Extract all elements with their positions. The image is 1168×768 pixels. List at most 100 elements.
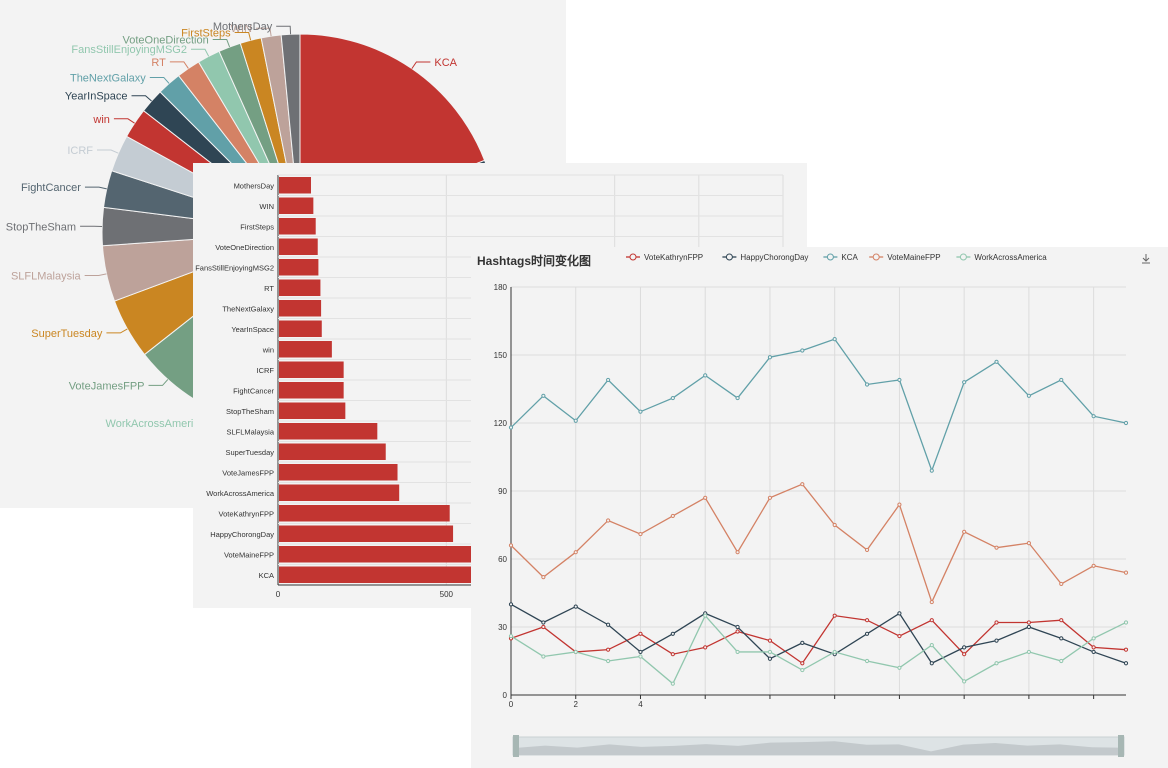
point-kca[interactable] — [735, 395, 740, 401]
point-happychorongday[interactable] — [638, 649, 643, 655]
point-votemainefpp[interactable] — [670, 513, 675, 519]
point-workacrossamerica[interactable] — [994, 661, 999, 666]
point-kca[interactable] — [508, 425, 514, 430]
point-workacrossamerica[interactable] — [1091, 636, 1096, 641]
bar-win[interactable] — [279, 341, 332, 358]
bar-rt[interactable] — [279, 279, 321, 297]
point-votekathrynfpp[interactable] — [703, 645, 708, 650]
point-workacrossamerica[interactable] — [767, 649, 773, 655]
bar-supertuesday[interactable] — [279, 443, 386, 461]
download-icon[interactable] — [1142, 254, 1150, 264]
point-workacrossamerica[interactable] — [897, 665, 902, 670]
point-workacrossamerica[interactable] — [735, 649, 740, 655]
datazoom-handle-right[interactable] — [1118, 735, 1124, 757]
bar-slflmalaysia[interactable] — [279, 423, 378, 440]
point-votemainefpp[interactable] — [1123, 570, 1129, 575]
bar-workacrossamerica[interactable] — [279, 484, 400, 502]
point-kca[interactable] — [800, 348, 805, 353]
legend-marker-votemainefpp[interactable] — [872, 253, 880, 261]
point-workacrossamerica[interactable] — [1026, 649, 1031, 655]
point-kca[interactable] — [703, 373, 708, 378]
bar-stopthesham[interactable] — [279, 402, 346, 420]
point-kca[interactable] — [541, 393, 546, 398]
series-line-votemainefpp[interactable] — [510, 483, 1127, 604]
point-kca[interactable] — [573, 418, 578, 423]
point-votemainefpp[interactable] — [962, 529, 967, 534]
point-votekathrynfpp[interactable] — [638, 631, 643, 636]
point-workacrossamerica[interactable] — [573, 649, 578, 655]
point-kca[interactable] — [1059, 377, 1064, 383]
point-workacrossamerica[interactable] — [800, 667, 805, 673]
point-happychorongday[interactable] — [670, 631, 675, 636]
point-votekathrynfpp[interactable] — [800, 661, 805, 666]
point-workacrossamerica[interactable] — [638, 654, 643, 659]
point-votekathrynfpp[interactable] — [735, 629, 740, 634]
point-votekathrynfpp[interactable] — [929, 618, 934, 623]
point-kca[interactable] — [1091, 414, 1096, 419]
point-votemainefpp[interactable] — [573, 550, 578, 555]
point-votekathrynfpp[interactable] — [832, 613, 837, 618]
point-kca[interactable] — [897, 377, 902, 383]
point-happychorongday[interactable] — [1026, 624, 1031, 630]
point-votekathrynfpp[interactable] — [1091, 645, 1096, 650]
point-happychorongday[interactable] — [1123, 661, 1129, 666]
point-votekathrynfpp[interactable] — [864, 618, 870, 623]
point-votemainefpp[interactable] — [800, 482, 805, 487]
point-happychorongday[interactable] — [897, 611, 902, 616]
point-kca[interactable] — [1123, 420, 1129, 426]
point-votemainefpp[interactable] — [864, 547, 870, 553]
bar-icrf[interactable] — [279, 361, 344, 379]
point-happychorongday[interactable] — [606, 622, 611, 627]
point-happychorongday[interactable] — [541, 620, 546, 625]
point-votekathrynfpp[interactable] — [670, 652, 675, 657]
point-votekathrynfpp[interactable] — [962, 652, 967, 657]
point-kca[interactable] — [929, 468, 934, 473]
point-kca[interactable] — [670, 395, 675, 401]
legend-marker-votekathrynfpp[interactable] — [629, 253, 637, 261]
point-kca[interactable] — [767, 355, 773, 360]
point-happychorongday[interactable] — [994, 638, 999, 643]
series-line-workacrossamerica[interactable] — [510, 614, 1127, 685]
point-votemainefpp[interactable] — [929, 599, 934, 605]
point-votekathrynfpp[interactable] — [1123, 647, 1129, 652]
bar-thenextgalaxy[interactable] — [279, 300, 322, 317]
bar-yearinspace[interactable] — [279, 320, 322, 338]
point-happychorongday[interactable] — [735, 624, 740, 630]
bar-firststeps[interactable] — [279, 218, 316, 235]
point-votemainefpp[interactable] — [703, 495, 708, 500]
point-workacrossamerica[interactable] — [541, 654, 546, 659]
point-kca[interactable] — [994, 359, 999, 364]
point-votemainefpp[interactable] — [897, 502, 902, 507]
series-line-votekathrynfpp[interactable] — [510, 614, 1127, 665]
point-votekathrynfpp[interactable] — [606, 647, 611, 652]
bar-votejamesfpp[interactable] — [279, 464, 398, 481]
point-votekathrynfpp[interactable] — [1026, 620, 1031, 625]
point-votekathrynfpp[interactable] — [994, 620, 999, 625]
point-workacrossamerica[interactable] — [703, 613, 708, 618]
point-workacrossamerica[interactable] — [670, 681, 675, 686]
bar-voteonedirection[interactable] — [279, 238, 318, 256]
point-workacrossamerica[interactable] — [929, 643, 934, 648]
point-kca[interactable] — [832, 337, 837, 342]
point-votemainefpp[interactable] — [541, 575, 546, 580]
point-workacrossamerica[interactable] — [606, 658, 611, 664]
point-workacrossamerica[interactable] — [832, 649, 837, 655]
point-workacrossamerica[interactable] — [962, 679, 967, 684]
legend-marker-happychorongday[interactable] — [725, 253, 733, 261]
point-votemainefpp[interactable] — [508, 543, 514, 548]
point-votemainefpp[interactable] — [638, 531, 643, 537]
point-happychorongday[interactable] — [1091, 649, 1096, 655]
point-kca[interactable] — [864, 382, 870, 387]
datazoom-handle-left[interactable] — [513, 735, 519, 757]
point-votemainefpp[interactable] — [1026, 541, 1031, 546]
point-happychorongday[interactable] — [573, 604, 578, 609]
point-kca[interactable] — [606, 377, 611, 383]
point-votekathrynfpp[interactable] — [1059, 618, 1064, 623]
point-votekathrynfpp[interactable] — [767, 638, 773, 643]
series-line-kca[interactable] — [510, 338, 1127, 473]
bar-win[interactable] — [279, 197, 314, 215]
point-votekathrynfpp[interactable] — [897, 633, 902, 639]
point-workacrossamerica[interactable] — [1059, 658, 1064, 664]
point-votekathrynfpp[interactable] — [541, 624, 546, 630]
point-workacrossamerica[interactable] — [508, 633, 514, 639]
